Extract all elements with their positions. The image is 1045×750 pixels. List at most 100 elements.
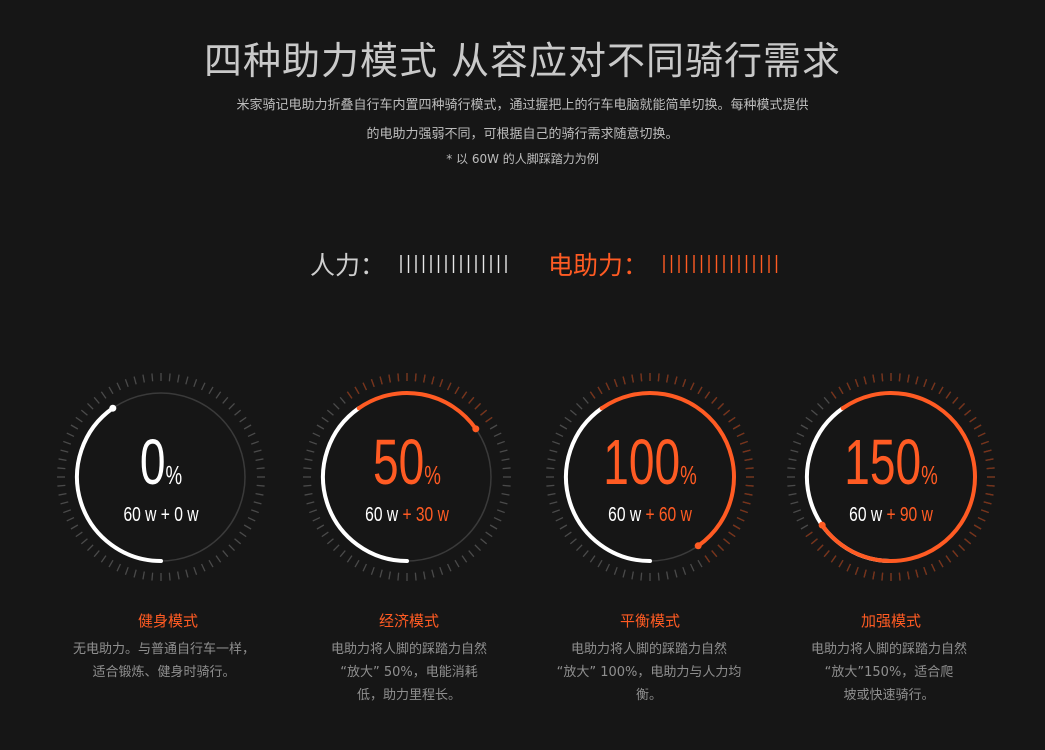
- gauge-tick: [576, 544, 583, 551]
- gauge-tick: [549, 449, 558, 453]
- gauge-tick-active: [446, 382, 452, 391]
- gauge-tick: [454, 559, 460, 568]
- gauge-tick: [582, 550, 589, 558]
- gauge-tick: [133, 569, 137, 578]
- gauge-tick: [501, 458, 510, 461]
- gauge-tick: [80, 409, 88, 416]
- gauge-tick: [489, 424, 498, 430]
- gauge-tick-active: [810, 538, 818, 545]
- gauge-tick-active: [846, 382, 852, 391]
- gauge-tick-active: [817, 544, 824, 551]
- human-power-arc: [75, 406, 163, 563]
- gauge-tick: [796, 516, 805, 522]
- gauge-tick-active: [872, 374, 875, 383]
- gauge-tick: [208, 386, 214, 395]
- gauge-end-dot: [818, 521, 826, 529]
- human-power-arc: [564, 406, 652, 563]
- mode-name-boost: 加强模式: [860, 612, 921, 630]
- gauge-tick: [496, 509, 505, 514]
- gauge-tick-active: [983, 501, 992, 505]
- gauge-tick: [177, 374, 180, 383]
- gauge-tick-active: [723, 409, 731, 416]
- gauge-tick: [493, 432, 502, 438]
- gauge-tick-active: [379, 376, 383, 385]
- electric-assist-arc: [820, 391, 977, 563]
- gauge-tick: [552, 440, 561, 445]
- gauge-tick: [250, 509, 259, 514]
- gauge-tick-active: [423, 374, 426, 383]
- gauge-tick-active: [907, 374, 910, 383]
- gauge-tick: [552, 509, 561, 514]
- gauge-formula: 60 w + 30 w: [325, 504, 489, 527]
- gauge-tick: [93, 396, 100, 404]
- gauge-dial: [546, 373, 754, 581]
- mode-desc-boost: 电助力将人脚的踩踏力自然 “放大”150%，适合爬 坡或快速骑行。: [789, 638, 989, 707]
- gauge-tick: [306, 449, 315, 453]
- gauge-tick: [309, 440, 318, 445]
- gauge-tick: [468, 550, 475, 558]
- gauge-tick: [250, 440, 259, 445]
- gauge-tick-active: [597, 386, 603, 395]
- gauge-tick: [431, 569, 435, 578]
- gauge-tick: [243, 424, 252, 430]
- gauge-tick: [502, 467, 511, 470]
- gauge-tick-active: [397, 373, 400, 382]
- gauge-tick: [546, 484, 555, 487]
- gauge-tick-active: [711, 550, 718, 558]
- gauge-tick: [480, 538, 488, 545]
- gauge-tick: [547, 458, 556, 461]
- gauge-percent: 0%: [85, 430, 236, 494]
- legend-electric: 电助力：: [548, 246, 778, 282]
- gauge-tick: [228, 544, 235, 551]
- mode-desc-balance: 电助力将人脚的踩踏力自然 “放大” 100%，电助力与人力均 衡。: [549, 638, 749, 707]
- gauge-tick-active: [938, 559, 944, 568]
- gauge-tick: [142, 571, 145, 580]
- gauge-tick: [569, 409, 577, 416]
- gauge-tick-active: [980, 440, 989, 445]
- gauge-tick: [108, 386, 114, 395]
- gauge-tick: [100, 391, 107, 399]
- gauge-tick: [215, 391, 222, 399]
- gauge-tick-active: [938, 386, 944, 395]
- gauge-tick: [559, 524, 568, 530]
- gauge-tick-active: [854, 566, 859, 575]
- desc-line: 坡或快速骑行。: [843, 688, 935, 703]
- formula-base: 60 w: [849, 504, 883, 526]
- gauge-tick: [80, 538, 88, 545]
- gauge-tick-active: [915, 376, 919, 385]
- gauge-tick: [485, 531, 493, 538]
- gauge-tick: [414, 572, 417, 581]
- gauge-tick: [87, 544, 94, 551]
- gauge-tick: [549, 501, 558, 505]
- formula-plus: + 90 w: [886, 504, 933, 526]
- gauge-tick-active: [986, 467, 995, 470]
- gauge-tick: [501, 493, 510, 496]
- gauge-tick-active: [742, 449, 751, 453]
- gauge-tick: [657, 572, 660, 581]
- gauge-tick: [222, 550, 229, 558]
- gauge-tick: [446, 563, 452, 572]
- gauge-tick: [151, 572, 154, 581]
- gauge-tick-active: [977, 516, 986, 522]
- gauge-tick: [461, 555, 468, 563]
- formula-base: 60 w: [123, 504, 157, 526]
- gauge-tick-active: [930, 382, 936, 391]
- gauge-fitness: 0% 60 w + 0 w: [56, 372, 266, 582]
- gauge-tick-active: [805, 531, 813, 538]
- gauge-tick: [142, 374, 145, 383]
- gauge-dial: [57, 373, 265, 581]
- gauge-tick-active: [461, 391, 468, 399]
- gauge-tick: [559, 424, 568, 430]
- gauge-tick-active: [744, 493, 753, 496]
- gauge-tick: [689, 563, 695, 572]
- gauge-tick: [569, 538, 577, 545]
- desc-line: “放大”150%，适合爬: [824, 665, 954, 680]
- gauge-tick-active: [964, 538, 972, 545]
- desc-line: “放大” 100%，电助力与人力均: [556, 665, 742, 680]
- gauge-tick: [60, 449, 69, 453]
- gauge-end-dot: [694, 542, 702, 550]
- gauge-tick: [108, 559, 114, 568]
- gauge-tick-active: [717, 544, 724, 551]
- mode-name-fitness: 健身模式: [137, 612, 198, 630]
- gauge-tick-active: [704, 555, 711, 563]
